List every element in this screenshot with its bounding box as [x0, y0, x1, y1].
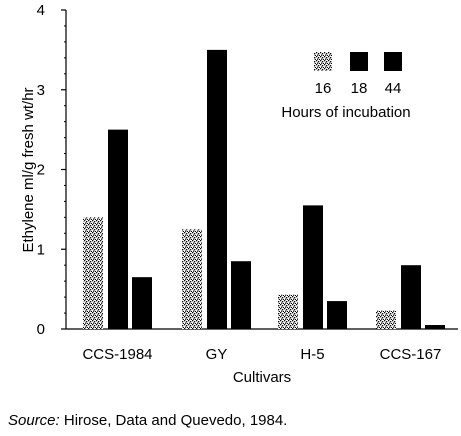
bar-16h-h-5: [278, 294, 298, 329]
bar-44h-gy: [231, 261, 251, 329]
bar-chart: 0 1 2 3 4 CCS-1984 GY H-5 CCS-167 16 18 44 Ethylene…: [20, 2, 458, 386]
legend-swatch-44: [384, 52, 402, 71]
x-axis-label: Cultivars: [233, 369, 291, 386]
bar-44h-h-5: [327, 301, 347, 329]
legend-label-16: 16: [315, 80, 332, 97]
bar-18h-ccs-167: [401, 265, 421, 329]
bar-16h-ccs-167: [376, 310, 396, 329]
bar-18h-gy: [207, 49, 227, 329]
y-tick-label: 4: [37, 2, 45, 19]
y-tick-label: 2: [37, 162, 45, 179]
bar-18h-ccs-1984: [108, 129, 128, 329]
legend-swatch-16: [314, 52, 332, 71]
legend-title: Hours of incubation: [281, 104, 410, 121]
bar-44h-ccs-1984: [132, 277, 152, 329]
bar-16h-ccs-1984: [83, 217, 103, 329]
legend-swatch-18: [350, 52, 368, 71]
bar-16h-gy: [182, 229, 202, 329]
x-tick-label: H-5: [300, 346, 324, 363]
x-tick-label: CCS-1984: [82, 346, 152, 363]
source-text: Hirose, Data and Quevedo, 1984.: [63, 412, 288, 429]
y-tick-label: 1: [37, 241, 45, 258]
source-note: Source: Hirose, Data and Quevedo, 1984.: [8, 412, 287, 429]
y-tick-label: 3: [37, 82, 45, 99]
y-axis-label: Ethylene ml/g fresh wt/hr: [20, 87, 37, 252]
x-tick-label: CCS-167: [380, 346, 442, 363]
legend-label-18: 18: [351, 80, 368, 97]
legend-label-44: 44: [385, 80, 402, 97]
y-tick-label: 0: [37, 321, 45, 338]
x-tick-label: GY: [206, 346, 228, 363]
bar-44h-ccs-167: [425, 325, 445, 329]
bar-18h-h-5: [303, 205, 323, 329]
source-label: Source:: [8, 412, 60, 429]
